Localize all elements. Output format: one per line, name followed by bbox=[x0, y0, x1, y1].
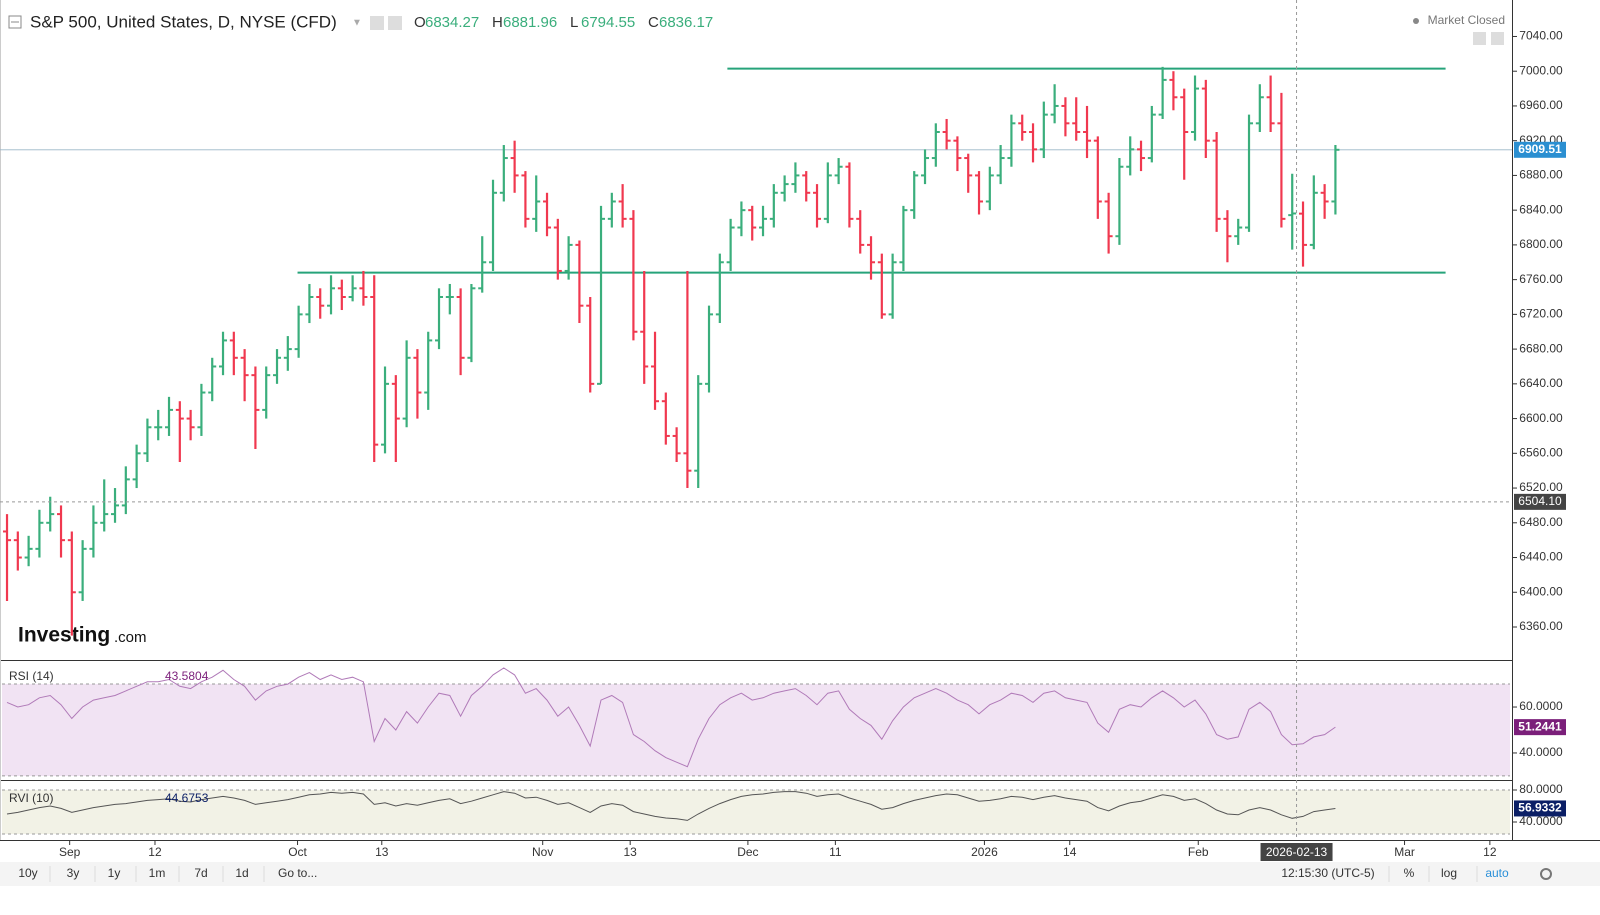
x-tick-label: 2026 bbox=[971, 845, 998, 859]
eye-icon[interactable] bbox=[370, 16, 384, 30]
y-tick-label: 6840.00 bbox=[1519, 202, 1563, 216]
x-tick-label: 12 bbox=[1483, 845, 1497, 859]
y-tick-label: 60.0000 bbox=[1519, 699, 1563, 713]
crosshair-price-label: 6504.10 bbox=[1518, 494, 1562, 508]
range-button[interactable]: 10y bbox=[18, 866, 37, 880]
scale-option[interactable]: % bbox=[1404, 866, 1415, 880]
range-button[interactable]: 1m bbox=[149, 866, 166, 880]
status-dot bbox=[1413, 18, 1419, 24]
y-tick-label: 6600.00 bbox=[1519, 411, 1563, 425]
indicator-band bbox=[2, 790, 1510, 834]
logo: Investing bbox=[18, 624, 110, 647]
y-tick-label: 6760.00 bbox=[1519, 272, 1563, 286]
y-tick-label: 80.0000 bbox=[1519, 782, 1563, 796]
settings-gear[interactable] bbox=[1540, 868, 1552, 880]
range-button[interactable]: 1d bbox=[235, 866, 248, 880]
footer bbox=[0, 886, 1600, 910]
market-status: Market Closed bbox=[1428, 13, 1505, 27]
y-tick-label: 40.0000 bbox=[1519, 814, 1563, 828]
x-tick-label: 11 bbox=[829, 845, 842, 859]
range-button[interactable]: 7d bbox=[194, 866, 207, 880]
x-tick-label: 14 bbox=[1063, 845, 1077, 859]
scale-option[interactable]: auto bbox=[1485, 866, 1509, 880]
collapse-icon[interactable] bbox=[8, 15, 22, 29]
last-value-tag bbox=[1514, 800, 1566, 817]
ohlc-key: O bbox=[414, 14, 426, 31]
ohlc-value: 6881.96 bbox=[503, 14, 557, 31]
y-tick-label: 6360.00 bbox=[1519, 619, 1563, 633]
indicator-line bbox=[6, 791, 1336, 821]
ohlc-key: L bbox=[570, 14, 578, 31]
chart-title: S&P 500, United States, D, NYSE (CFD) bbox=[30, 12, 337, 31]
goto-button[interactable]: Go to... bbox=[278, 866, 317, 880]
x-tick-label: Dec bbox=[737, 845, 758, 859]
logo-suffix: .com bbox=[114, 629, 147, 646]
toolbar bbox=[0, 862, 1600, 886]
y-tick-label: 7000.00 bbox=[1519, 63, 1563, 77]
settings-icon[interactable] bbox=[388, 16, 402, 30]
range-button[interactable]: 3y bbox=[67, 866, 80, 880]
price-tag bbox=[1514, 141, 1566, 158]
indicator-name[interactable]: RSI (14) bbox=[9, 669, 54, 683]
y-tick-label: 6880.00 bbox=[1519, 168, 1563, 182]
y-tick-label: 6440.00 bbox=[1519, 550, 1563, 564]
crosshair-date-tag bbox=[1260, 843, 1333, 861]
indicator-value: 44.6753 bbox=[165, 791, 209, 805]
ohlc-value: 6836.17 bbox=[659, 14, 713, 31]
range-button[interactable]: 1y bbox=[108, 866, 121, 880]
x-tick-label: Sep bbox=[59, 845, 81, 859]
ohlc-value: 6834.27 bbox=[425, 14, 479, 31]
y-tick-label: 6640.00 bbox=[1519, 376, 1563, 390]
clock: 12:15:30 (UTC-5) bbox=[1281, 866, 1374, 880]
indicator-value: 43.5804 bbox=[165, 669, 209, 683]
x-tick-label: 12 bbox=[148, 845, 162, 859]
y-tick-label: 40.0000 bbox=[1519, 745, 1563, 759]
y-tick-label: 7040.00 bbox=[1519, 29, 1563, 43]
x-tick-label: Oct bbox=[288, 845, 307, 859]
pane-button[interactable] bbox=[1491, 32, 1504, 45]
ohlc-key: H bbox=[492, 14, 503, 31]
caret[interactable]: ▼ bbox=[352, 18, 362, 29]
ohlc-value: 6794.55 bbox=[581, 14, 635, 31]
crosshair-price-tag bbox=[1514, 493, 1566, 510]
x-tick-label: Feb bbox=[1188, 845, 1209, 859]
indicator-line bbox=[6, 667, 1336, 768]
y-tick-label: 6960.00 bbox=[1519, 98, 1563, 112]
ohlc-key: C bbox=[648, 14, 659, 31]
price-tag-label: 6909.51 bbox=[1518, 142, 1562, 156]
crosshair-date-label: 2026-02-13 bbox=[1266, 845, 1328, 859]
indicator-band bbox=[2, 684, 1510, 776]
y-tick-label: 6560.00 bbox=[1519, 445, 1563, 459]
last-value-label: 51.2441 bbox=[1518, 719, 1562, 733]
y-tick-label: 6480.00 bbox=[1519, 515, 1563, 529]
x-tick-label: Mar bbox=[1394, 845, 1415, 859]
scale-option[interactable]: log bbox=[1441, 866, 1457, 880]
x-tick-label: 13 bbox=[375, 845, 389, 859]
indicator-name[interactable]: RVI (10) bbox=[9, 791, 53, 805]
y-tick-label: 6720.00 bbox=[1519, 307, 1563, 321]
y-tick-label: 6520.00 bbox=[1519, 480, 1563, 494]
y-tick-label: 6800.00 bbox=[1519, 237, 1563, 251]
y-tick-label: 6400.00 bbox=[1519, 584, 1563, 598]
x-tick-label: 13 bbox=[624, 845, 638, 859]
last-value-label: 56.9332 bbox=[1518, 801, 1562, 815]
last-value-tag bbox=[1514, 719, 1566, 736]
pane-button[interactable] bbox=[1473, 32, 1486, 45]
x-tick-label: Nov bbox=[532, 845, 553, 859]
y-tick-label: 6680.00 bbox=[1519, 341, 1563, 355]
